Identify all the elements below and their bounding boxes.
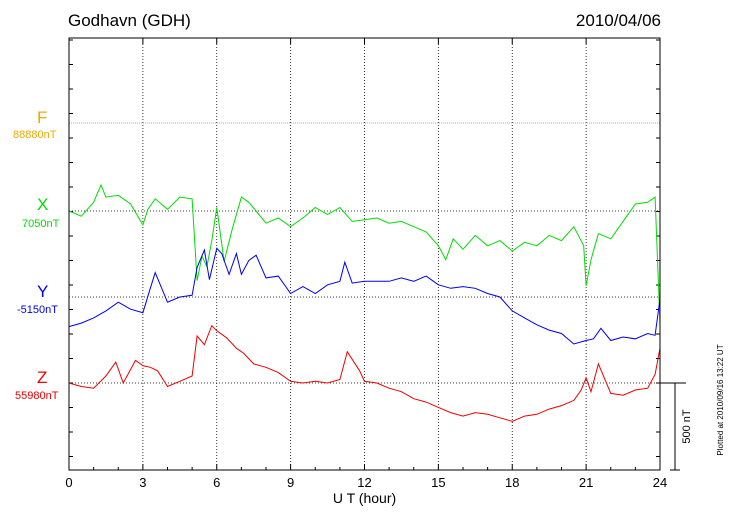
series-x-line (68, 183, 661, 325)
x-tick-label: 0 (65, 475, 72, 490)
x-tick-label: 9 (287, 475, 294, 490)
scale-bar: 500 nT (660, 382, 693, 471)
x-tick-label: 3 (139, 475, 146, 490)
x-tick-label: 15 (431, 475, 445, 490)
page-title: Godhavn (GDH) (68, 11, 191, 30)
component-baseline-f: 88880nT (13, 129, 57, 141)
component-baseline-z: 55980nT (15, 390, 59, 402)
component-baseline-x: 7050nT (22, 218, 60, 230)
data-series (68, 122, 661, 422)
grid-lines (69, 38, 660, 470)
chart-date: 2010/04/06 (575, 11, 661, 30)
series-z-line (68, 324, 661, 422)
component-label-f: F (37, 108, 48, 127)
x-tick-label: 21 (579, 475, 593, 490)
component-label-x: X (37, 195, 49, 214)
x-tick-label: 24 (653, 475, 667, 490)
scale-bar-label: 500 nT (681, 409, 693, 444)
component-baseline-y: -5150nT (17, 304, 58, 316)
component-label-z: Z (37, 368, 48, 387)
x-axis: 0 3 6 9 12 15 18 21 24 (65, 38, 667, 490)
plotted-at-label: Plotted at 2010/09/16 13:22 UT (716, 344, 725, 455)
x-tick-label: 12 (357, 475, 371, 490)
series-y-line (68, 247, 661, 345)
x-axis-title: U T (hour) (333, 490, 396, 506)
component-label-y: Y (37, 282, 49, 301)
x-tick-label: 6 (213, 475, 220, 490)
x-tick-label: 18 (505, 475, 519, 490)
